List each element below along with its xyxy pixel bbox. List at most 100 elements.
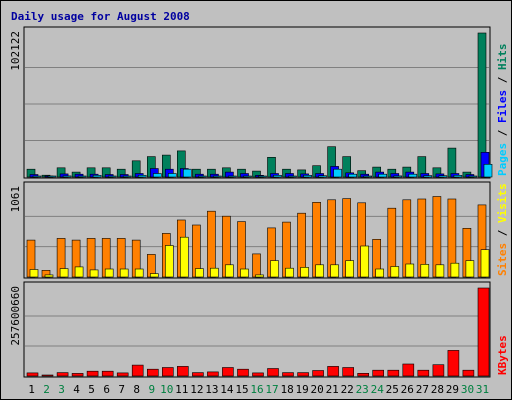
bar-pages-23	[363, 175, 373, 178]
bar-pages-4	[77, 175, 87, 178]
bar-pages-12	[198, 175, 207, 178]
bar-kbytes-10	[162, 367, 174, 377]
bar-sites-9	[150, 273, 159, 278]
x-tick-label: 28	[431, 383, 444, 396]
bar-sites-10	[165, 245, 174, 278]
bar-kbytes-19	[297, 372, 309, 377]
legend-item-files: Files	[496, 90, 509, 123]
x-tick-label: 9	[148, 383, 155, 396]
x-tick-label: 8	[133, 383, 140, 396]
x-tick-label: 31	[476, 383, 489, 396]
x-tick-label: 17	[265, 383, 278, 396]
bar-kbytes-17	[267, 368, 279, 377]
bar-pages-20	[318, 175, 327, 178]
bar-pages-5	[92, 175, 102, 178]
legend-item-sites: Sites	[496, 243, 509, 276]
bar-kbytes-20	[312, 370, 324, 377]
panel-max-label: 1061	[9, 186, 22, 213]
bar-sites-2	[44, 274, 54, 278]
bar-visits-16	[252, 253, 261, 278]
bar-sites-11	[180, 236, 189, 278]
bar-sites-5	[89, 269, 99, 278]
bar-sites-13	[210, 267, 219, 278]
x-tick-label: 20	[310, 383, 323, 396]
x-tick-label: 7	[118, 383, 125, 396]
bar-kbytes-2	[41, 374, 54, 377]
x-tick-label: 24	[371, 383, 385, 396]
bar-kbytes-26	[402, 363, 415, 377]
bar-kbytes-7	[116, 372, 129, 377]
bar-sites-16	[255, 274, 264, 278]
bar-kbytes-4	[71, 373, 84, 377]
bar-sites-22	[345, 260, 355, 278]
bar-pages-3	[62, 175, 72, 178]
x-tick-label: 19	[295, 383, 308, 396]
bar-kbytes-28	[432, 364, 445, 377]
bar-kbytes-29	[447, 350, 460, 377]
x-tick-label: 16	[250, 383, 263, 396]
legend-visits-sites: Sites / Visits	[496, 183, 509, 276]
bar-sites-29	[450, 262, 460, 278]
x-tick-label: 13	[205, 383, 218, 396]
bar-kbytes-23	[357, 372, 370, 377]
bar-kbytes-27	[417, 369, 430, 377]
bar-kbytes-31	[477, 287, 490, 377]
bar-pages-19	[303, 175, 312, 178]
bar-sites-25	[390, 266, 400, 278]
bar-sites-21	[330, 264, 339, 278]
bar-pages-16	[258, 175, 267, 178]
bar-pages-13	[213, 175, 222, 178]
x-tick-label: 2	[43, 383, 50, 396]
bar-kbytes-1	[26, 372, 39, 377]
x-tick-label: 23	[356, 383, 369, 396]
bar-visits-15	[237, 221, 246, 278]
bar-pages-18	[288, 175, 297, 178]
bar-pages-21	[333, 168, 342, 178]
legend-hits-files-pages: Pages / Files / Hits	[496, 44, 509, 177]
bar-sites-23	[360, 245, 370, 278]
panel-max-label: 257600660	[9, 286, 22, 346]
x-tick-label: 3	[58, 383, 65, 396]
legend-kbytes: KBytes	[496, 335, 509, 375]
x-tick-label: 25	[386, 383, 399, 396]
bar-sites-6	[104, 268, 114, 278]
x-tick-label: 18	[280, 383, 293, 396]
x-tick-label: 21	[326, 383, 339, 396]
bar-kbytes-24	[372, 369, 385, 377]
bar-kbytes-8	[131, 364, 144, 377]
bar-kbytes-5	[86, 370, 99, 377]
bar-pages-27	[423, 175, 433, 178]
bar-kbytes-25	[387, 369, 400, 377]
bar-pages-22	[348, 173, 358, 178]
legend-item-kbytes: KBytes	[496, 335, 509, 375]
bar-kbytes-12	[192, 372, 204, 377]
x-tick-label: 27	[416, 383, 429, 396]
bar-pages-15	[243, 175, 252, 178]
bar-sites-20	[315, 264, 324, 278]
bar-pages-8	[137, 175, 147, 178]
x-tick-label: 15	[235, 383, 248, 396]
bar-kbytes-9	[147, 368, 159, 377]
bar-sites-7	[119, 268, 129, 278]
x-tick-label: 11	[175, 383, 188, 396]
panel-kbytes	[23, 281, 491, 378]
x-tick-label: 1	[28, 383, 35, 396]
bar-pages-2	[47, 175, 57, 178]
bar-sites-1	[29, 269, 39, 278]
bar-kbytes-14	[222, 367, 234, 377]
bar-hits-29	[447, 147, 457, 178]
bar-pages-30	[468, 175, 478, 178]
bar-pages-9	[153, 173, 162, 178]
bar-visits-13	[207, 210, 216, 278]
bar-pages-29	[453, 175, 463, 178]
x-tick-label: 29	[446, 383, 459, 396]
x-tick-label: 30	[461, 383, 474, 396]
x-tick-label: 26	[401, 383, 414, 396]
bar-sites-4	[74, 266, 84, 278]
chart-title: Daily usage for August 2008	[11, 10, 190, 23]
bar-sites-24	[375, 268, 385, 278]
bar-sites-26	[405, 263, 415, 278]
x-tick-label: 4	[73, 383, 80, 396]
bar-kbytes-3	[56, 372, 69, 377]
